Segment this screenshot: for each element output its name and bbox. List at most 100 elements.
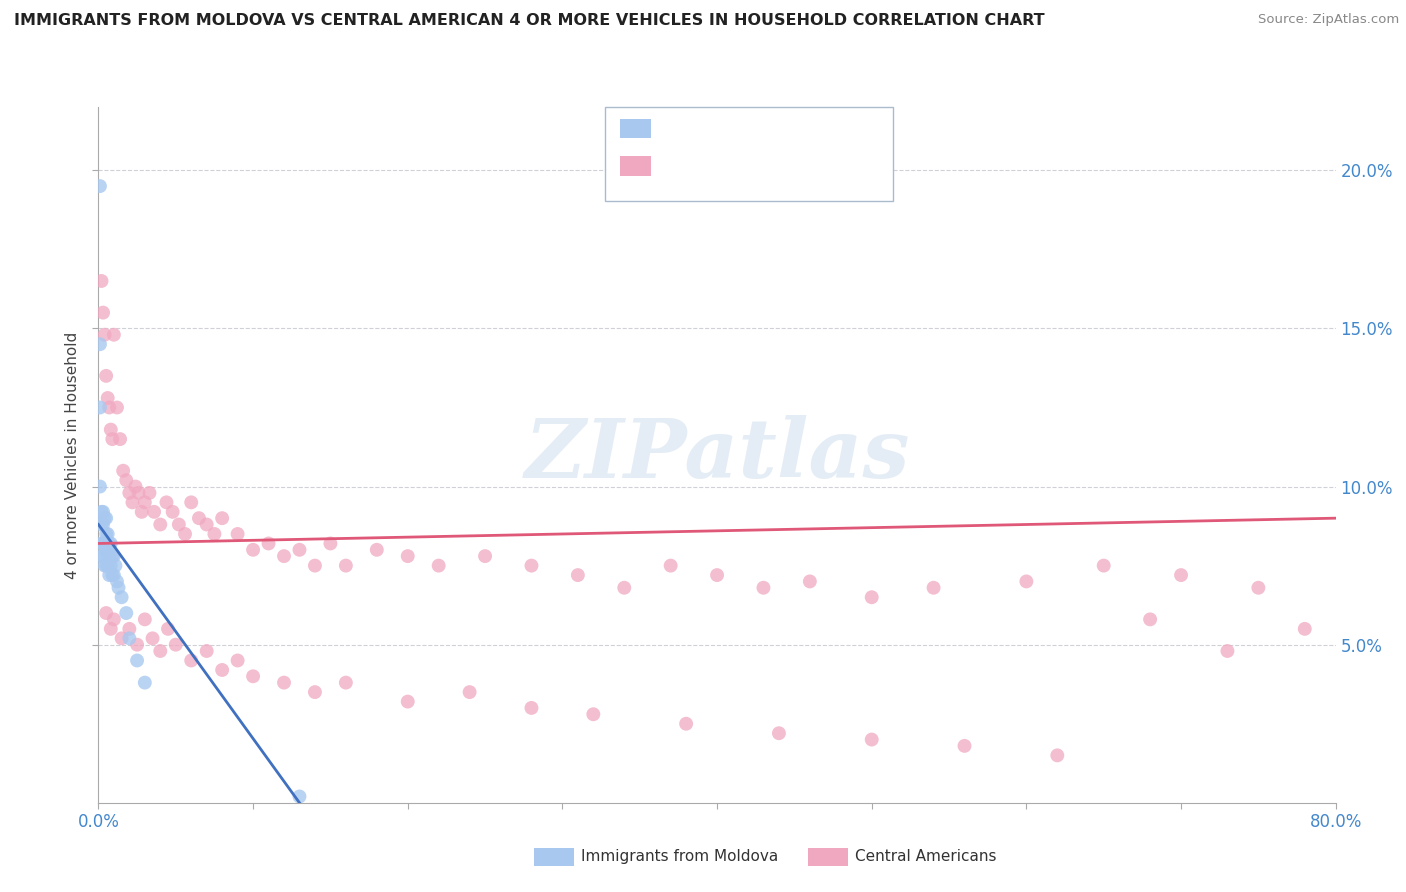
Point <box>105 574 128 589</box>
Point <box>211 511 233 525</box>
Point <box>108 432 131 446</box>
Point <box>162 505 184 519</box>
Point <box>860 591 883 605</box>
Point <box>319 536 342 550</box>
Point <box>273 549 295 563</box>
Text: Immigrants from Moldova: Immigrants from Moldova <box>581 849 778 863</box>
Point <box>242 669 264 683</box>
Point <box>366 542 388 557</box>
Point <box>706 568 728 582</box>
Point <box>91 505 114 519</box>
Text: Central Americans: Central Americans <box>855 849 997 863</box>
Point <box>211 663 233 677</box>
Text: ZIPatlas: ZIPatlas <box>524 415 910 495</box>
Point <box>520 701 543 715</box>
Point <box>105 401 128 415</box>
Point <box>100 423 122 437</box>
Point <box>89 179 111 194</box>
Point <box>1046 748 1069 763</box>
Text: -0.124: -0.124 <box>689 119 748 136</box>
Point <box>101 568 124 582</box>
Point <box>288 542 311 557</box>
Point <box>100 536 122 550</box>
Point <box>98 568 121 582</box>
Point <box>195 644 218 658</box>
Point <box>335 675 357 690</box>
Point <box>124 479 146 493</box>
Point <box>98 401 121 415</box>
Point <box>242 542 264 557</box>
Point <box>101 432 124 446</box>
Point <box>96 368 118 383</box>
Point <box>100 558 122 573</box>
Point <box>93 511 115 525</box>
Point <box>90 549 112 563</box>
Point <box>115 473 138 487</box>
Point <box>111 591 134 605</box>
Point <box>1139 612 1161 626</box>
Point <box>89 337 111 351</box>
Point <box>1170 568 1192 582</box>
Point <box>860 732 883 747</box>
Point <box>304 558 326 573</box>
Point <box>131 505 153 519</box>
Point <box>89 401 111 415</box>
Point <box>1092 558 1115 573</box>
Point <box>204 527 226 541</box>
Point <box>97 527 120 541</box>
Point <box>675 716 697 731</box>
Y-axis label: 4 or more Vehicles in Household: 4 or more Vehicles in Household <box>65 331 80 579</box>
Point <box>1216 644 1239 658</box>
Point <box>90 505 112 519</box>
Point <box>195 517 218 532</box>
Point <box>659 558 682 573</box>
Point <box>93 327 115 342</box>
Text: IMMIGRANTS FROM MOLDOVA VS CENTRAL AMERICAN 4 OR MORE VEHICLES IN HOUSEHOLD CORR: IMMIGRANTS FROM MOLDOVA VS CENTRAL AMERI… <box>14 13 1045 29</box>
Point <box>922 581 945 595</box>
Point <box>142 632 165 646</box>
Point <box>97 542 120 557</box>
Point <box>155 495 177 509</box>
Point <box>149 517 172 532</box>
Point <box>118 632 141 646</box>
Point <box>768 726 790 740</box>
Point <box>89 479 111 493</box>
Point <box>93 536 115 550</box>
Text: Source: ZipAtlas.com: Source: ZipAtlas.com <box>1258 13 1399 27</box>
Point <box>288 789 311 804</box>
Point <box>91 517 114 532</box>
Point <box>1247 581 1270 595</box>
Point <box>1015 574 1038 589</box>
Point <box>257 536 280 550</box>
Point <box>96 527 118 541</box>
Point <box>112 464 135 478</box>
Point <box>127 638 149 652</box>
Point <box>167 517 190 532</box>
Point <box>396 549 419 563</box>
Point <box>101 549 124 563</box>
Point <box>115 606 138 620</box>
Point <box>103 549 125 563</box>
Point <box>143 505 166 519</box>
Point <box>100 622 122 636</box>
Point <box>118 486 141 500</box>
Point <box>97 558 120 573</box>
Point <box>165 638 187 652</box>
Point <box>97 391 120 405</box>
Point <box>188 511 211 525</box>
Text: R =: R = <box>658 156 695 174</box>
Text: 0.039: 0.039 <box>689 156 741 174</box>
Point <box>107 581 129 595</box>
Text: 91: 91 <box>797 156 820 174</box>
Point <box>91 305 114 319</box>
Point <box>799 574 821 589</box>
Point <box>103 612 125 626</box>
Point <box>93 558 115 573</box>
Text: N =: N = <box>766 156 803 174</box>
Point <box>111 632 134 646</box>
Point <box>752 581 775 595</box>
Point <box>396 695 419 709</box>
Point <box>96 606 118 620</box>
Point <box>953 739 976 753</box>
Point <box>474 549 496 563</box>
